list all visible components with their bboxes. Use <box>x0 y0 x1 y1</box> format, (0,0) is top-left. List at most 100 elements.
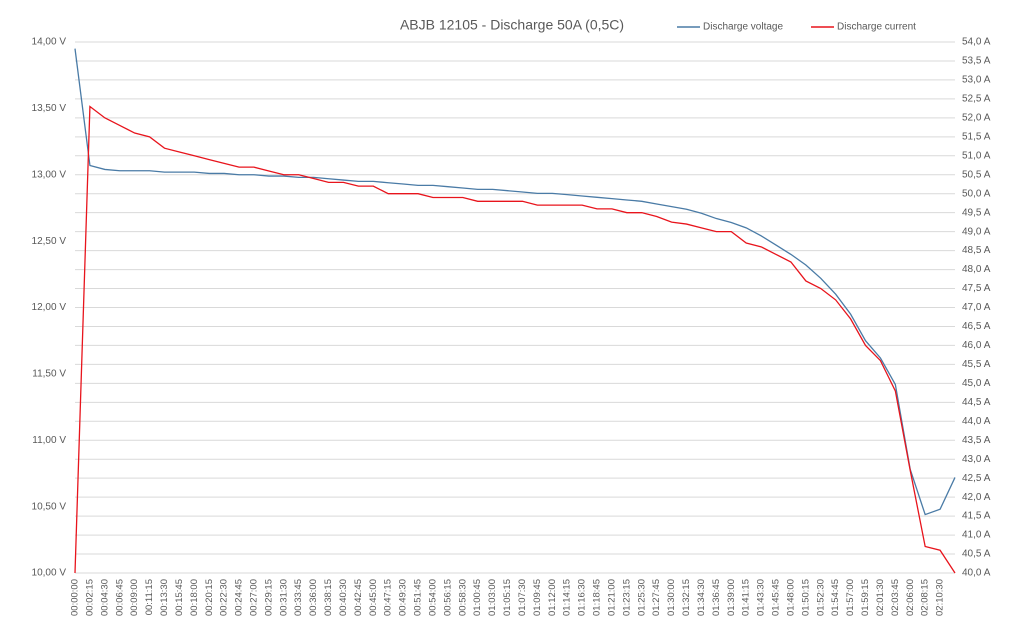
y-tick-label: 14,00 V <box>32 37 67 48</box>
x-tick-label: 01:03:00 <box>487 579 498 616</box>
x-tick-label: 01:36:45 <box>711 579 722 616</box>
y2-tick-label: 49,5 A <box>962 207 991 218</box>
y2-tick-label: 48,0 A <box>962 264 991 275</box>
x-tick-label: 00:54:00 <box>427 579 438 616</box>
x-tick-label: 01:21:00 <box>606 579 617 616</box>
y2-tick-label: 41,0 A <box>962 530 991 541</box>
y2-tick-label: 45,0 A <box>962 378 991 389</box>
y2-tick-label: 48,5 A <box>962 245 991 256</box>
x-tick-label: 01:39:00 <box>726 579 737 616</box>
y2-tick-label: 47,5 A <box>962 283 991 294</box>
x-tick-label: 00:24:45 <box>234 579 245 616</box>
y2-tick-label: 51,0 A <box>962 150 991 161</box>
x-tick-label: 00:18:00 <box>189 579 200 616</box>
y2-tick-label: 41,5 A <box>962 511 991 522</box>
x-tick-label: 00:15:45 <box>174 579 185 616</box>
x-tick-label: 02:01:30 <box>875 579 886 616</box>
y2-tick-label: 51,5 A <box>962 131 991 142</box>
y2-tick-label: 52,5 A <box>962 94 991 105</box>
y2-tick-label: 43,0 A <box>962 454 991 465</box>
y2-tick-label: 46,5 A <box>962 321 991 332</box>
x-tick-label: 00:40:30 <box>338 579 349 616</box>
x-tick-label: 00:56:15 <box>442 579 453 616</box>
x-tick-label: 01:25:30 <box>636 579 647 616</box>
x-tick-label: 01:12:00 <box>547 579 558 616</box>
x-tick-label: 00:45:00 <box>368 579 379 616</box>
legend-label: Discharge current <box>837 22 916 33</box>
series-line <box>74 48 956 516</box>
x-tick-label: 01:18:45 <box>592 579 603 616</box>
x-tick-label: 00:04:30 <box>99 579 110 616</box>
x-tick-label: 00:49:30 <box>398 579 409 616</box>
y-tick-label: 12,50 V <box>32 236 67 247</box>
x-tick-label: 01:43:30 <box>756 579 767 616</box>
x-tick-label: 01:27:45 <box>651 579 662 616</box>
x-tick-label: 01:45:45 <box>771 579 782 616</box>
x-tick-label: 00:13:30 <box>159 579 170 616</box>
x-tick-label: 01:09:45 <box>532 579 543 616</box>
y-tick-label: 11,00 V <box>32 435 66 446</box>
x-tick-label: 01:32:15 <box>681 579 692 616</box>
y2-tick-label: 49,0 A <box>962 226 991 237</box>
x-tick-label: 01:59:15 <box>860 579 871 616</box>
y2-tick-label: 45,5 A <box>962 359 991 370</box>
y2-tick-label: 50,0 A <box>962 188 991 199</box>
legend: Discharge voltage Discharge current <box>677 22 916 33</box>
x-tick-label: 01:23:15 <box>621 579 632 616</box>
legend-label: Discharge voltage <box>703 22 783 33</box>
y2-tick-label: 52,0 A <box>962 112 991 123</box>
x-tick-label: 01:54:45 <box>830 579 841 616</box>
x-tick-label: 01:30:00 <box>666 579 677 616</box>
y2-tick-label: 44,0 A <box>962 416 991 427</box>
x-tick-label: 01:34:30 <box>696 579 707 616</box>
y-tick-label: 13,50 V <box>32 103 67 114</box>
y-tick-label: 10,50 V <box>32 501 67 512</box>
x-tick-label: 00:29:15 <box>263 579 274 616</box>
x-tick-label: 01:16:30 <box>577 579 588 616</box>
x-tick-label: 00:11:15 <box>144 579 155 615</box>
x-tick-label: 00:36:00 <box>308 579 319 616</box>
x-tick-label: 02:03:45 <box>890 579 901 616</box>
y2-tick-label: 42,0 A <box>962 492 991 503</box>
y2-tick-label: 50,5 A <box>962 169 991 180</box>
x-tick-label: 00:42:45 <box>353 579 364 616</box>
x-tick-label: 00:51:45 <box>413 579 424 616</box>
x-tick-label: 02:08:15 <box>920 579 931 616</box>
y2-tick-label: 47,0 A <box>962 302 991 313</box>
y-tick-label: 13,00 V <box>32 169 67 180</box>
y-tick-label: 11,50 V <box>32 369 66 380</box>
x-tick-label: 01:57:00 <box>845 579 856 616</box>
x-tick-label: 00:22:30 <box>219 579 230 616</box>
y-tick-label: 12,00 V <box>32 302 67 313</box>
x-tick-label: 01:14:15 <box>562 579 573 616</box>
x-tick-label: 01:48:00 <box>785 579 796 616</box>
x-tick-label: 00:33:45 <box>293 579 304 616</box>
x-tick-label: 01:41:15 <box>741 579 752 616</box>
x-tick-label: 02:06:00 <box>905 579 916 616</box>
x-tick-label: 00:20:15 <box>204 579 215 616</box>
chart-title: ABJB 12105 - Discharge 50A (0,5C) <box>400 17 624 33</box>
y2-tick-label: 53,5 A <box>962 56 991 67</box>
x-tick-label: 00:47:15 <box>383 579 394 616</box>
x-tick-label: 00:00:00 <box>70 579 81 616</box>
y2-tick-label: 40,5 A <box>962 549 991 560</box>
x-tick-label: 00:09:00 <box>129 579 140 616</box>
y2-tick-label: 44,5 A <box>962 397 991 408</box>
x-tick-label: 01:05:15 <box>502 579 513 616</box>
x-tick-label: 01:00:45 <box>472 579 483 616</box>
x-tick-label: 02:10:30 <box>935 579 946 616</box>
x-tick-label: 00:27:00 <box>248 579 259 616</box>
series-line <box>74 105 956 574</box>
y2-tick-label: 53,0 A <box>962 75 991 86</box>
y2-tick-label: 54,0 A <box>962 37 991 48</box>
x-tick-label: 00:58:30 <box>457 579 468 616</box>
x-tick-label: 00:02:15 <box>84 579 95 616</box>
y-tick-label: 10,00 V <box>32 568 67 579</box>
x-tick-label: 00:31:30 <box>278 579 289 616</box>
x-tick-label: 01:50:15 <box>800 579 811 616</box>
y2-tick-label: 46,0 A <box>962 340 991 351</box>
x-tick-label: 00:06:45 <box>114 579 125 616</box>
x-tick-label: 01:52:30 <box>815 579 826 616</box>
